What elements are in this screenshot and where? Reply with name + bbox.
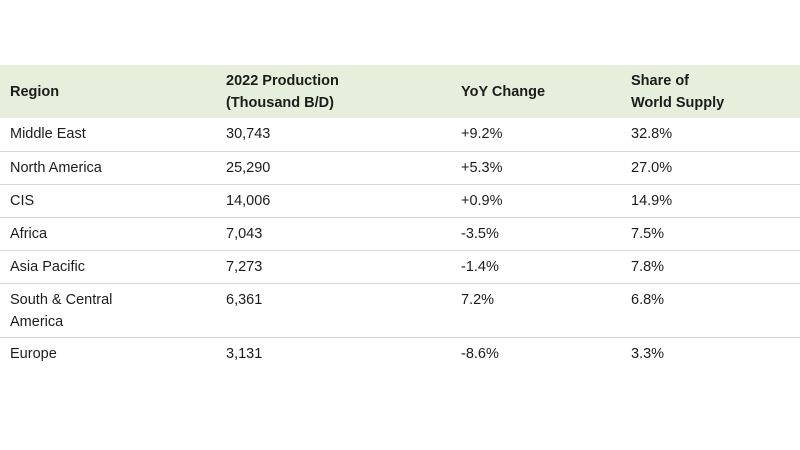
cell-yoy: +5.3%: [451, 151, 621, 185]
table-row: North America 25,290 +5.3% 27.0%: [0, 151, 800, 185]
table-row: Africa 7,043 -3.5% 7.5%: [0, 217, 800, 251]
cell-region: Middle East: [0, 118, 218, 152]
cell-region: Europe: [10, 345, 57, 362]
header-yoy: YoY Change: [451, 65, 621, 118]
header-share: Share of World Supply: [621, 65, 800, 118]
header-production-line2: (Thousand B/D): [226, 94, 334, 111]
table-header-row: Region 2022 Production (Thousand B/D) Yo…: [0, 65, 800, 118]
cell-production: 3,131: [226, 345, 263, 362]
cell-yoy: +0.9%: [451, 184, 621, 218]
cell-share: 7.5%: [621, 217, 800, 251]
table-row: CIS 14,006 +0.9% 14.9%: [0, 184, 800, 218]
cell-production: 7,273: [218, 250, 451, 284]
cell-production: 25,290: [218, 151, 451, 185]
cell-region: CIS: [0, 184, 218, 218]
cell-yoy: +9.2%: [451, 118, 621, 152]
cell-production: 14,006: [218, 184, 451, 218]
table-row: Asia Pacific 7,273 -1.4% 7.8%: [0, 250, 800, 284]
cell-yoy: 7.2%: [451, 283, 621, 338]
header-share-line2: World Supply: [631, 94, 725, 111]
cell-share: 14.9%: [621, 184, 800, 218]
table-row: Middle East 30,743 +9.2% 32.8%: [0, 118, 800, 152]
cell-share: 6.8%: [621, 283, 800, 338]
cell-production: 30,743: [218, 118, 451, 152]
cell-share: 7.8%: [621, 250, 800, 284]
cell-yoy: -1.4%: [451, 250, 621, 284]
cell-yoy: -8.6%: [461, 345, 499, 362]
cell-region: Asia Pacific: [0, 250, 218, 284]
cell-share: 32.8%: [621, 118, 800, 152]
cell-yoy: -3.5%: [451, 217, 621, 251]
cell-share: 27.0%: [621, 151, 800, 185]
header-production: 2022 Production (Thousand B/D): [218, 65, 451, 118]
production-table: Region 2022 Production (Thousand B/D) Yo…: [0, 65, 800, 370]
production-table-container: Region 2022 Production (Thousand B/D) Yo…: [0, 65, 800, 370]
header-yoy-label: YoY Change: [461, 83, 546, 100]
header-region-label: Region: [10, 83, 60, 100]
cell-region: Africa: [0, 217, 218, 251]
cell-share: 3.3%: [631, 345, 665, 362]
cell-production: 6,361: [218, 283, 451, 338]
cell-region: South & Central America: [0, 283, 218, 338]
header-production-line1: 2022 Production: [226, 72, 339, 89]
table-row: South & Central America 6,361 7.2% 6.8%: [0, 283, 800, 338]
table-row: Europe 3,131 -8.6% 3.3%: [0, 337, 800, 370]
cell-production: 7,043: [218, 217, 451, 251]
header-share-line1: Share of: [631, 72, 690, 89]
cell-region: North America: [0, 151, 218, 185]
header-region: Region: [0, 65, 218, 118]
